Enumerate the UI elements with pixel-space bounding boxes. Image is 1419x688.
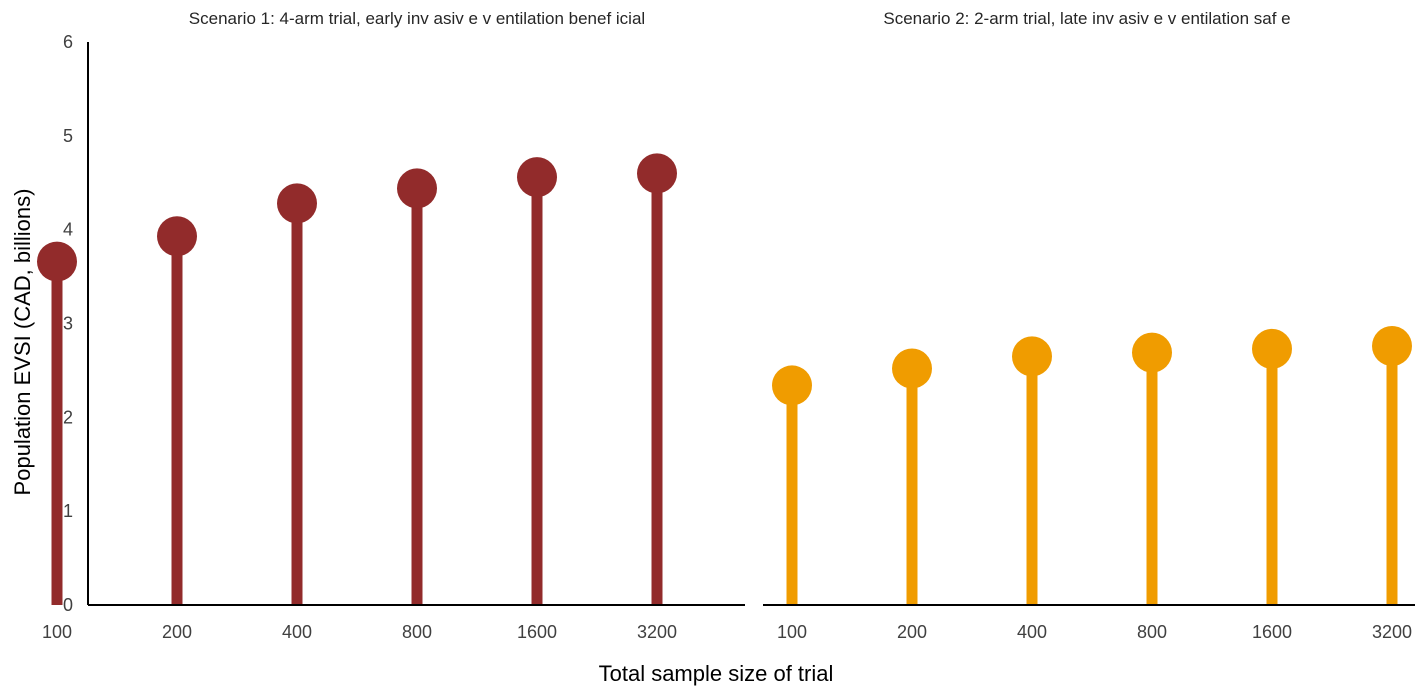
x-tick-label: 1600 [1252, 622, 1292, 642]
lollipop-point [277, 183, 317, 224]
panel-title: Scenario 1: 4-arm trial, early inv asiv … [189, 9, 645, 28]
y-tick-label: 5 [63, 126, 73, 146]
y-axis: 0 1 2 3 4 5 6 [63, 32, 89, 615]
x-axis-title: Total sample size of trial [599, 661, 834, 686]
panel-title: Scenario 2: 2-arm trial, late inv asiv e… [883, 9, 1290, 28]
lollipop-point [37, 241, 77, 282]
lollipop-point [1252, 328, 1292, 369]
x-tick-label: 3200 [637, 622, 677, 642]
y-tick-label: 3 [63, 314, 73, 334]
x-tick-label: 1600 [517, 622, 557, 642]
y-tick-label: 0 [63, 595, 73, 615]
lollipop-point [517, 157, 557, 198]
y-axis-title: Population EVSI (CAD, billions) [10, 189, 35, 496]
lollipop-point [772, 365, 812, 406]
x-tick-label: 800 [402, 622, 432, 642]
panels-layer: Scenario 1: 4-arm trial, early inv asiv … [37, 9, 1415, 642]
lollipop-point [637, 153, 677, 194]
lollipop-point [157, 216, 197, 257]
panel-1: Scenario 1: 4-arm trial, early inv asiv … [37, 9, 745, 642]
panel-2: Scenario 2: 2-arm trial, late inv asiv e… [763, 9, 1415, 642]
y-tick-label: 2 [63, 407, 73, 427]
x-tick-label: 200 [897, 622, 927, 642]
y-tick-label: 1 [63, 501, 73, 521]
lollipop-point [1132, 332, 1172, 373]
x-tick-label: 400 [1017, 622, 1047, 642]
lollipop-point [1012, 336, 1052, 377]
x-tick-label: 100 [42, 622, 72, 642]
lollipop-point [892, 348, 932, 389]
lollipop-point [1372, 326, 1412, 367]
x-tick-label: 3200 [1372, 622, 1412, 642]
lollipop-point [397, 168, 437, 209]
x-tick-label: 200 [162, 622, 192, 642]
x-tick-label: 800 [1137, 622, 1167, 642]
x-tick-label: 100 [777, 622, 807, 642]
y-tick-label: 6 [63, 32, 73, 52]
x-tick-label: 400 [282, 622, 312, 642]
y-tick-label: 4 [63, 220, 73, 240]
